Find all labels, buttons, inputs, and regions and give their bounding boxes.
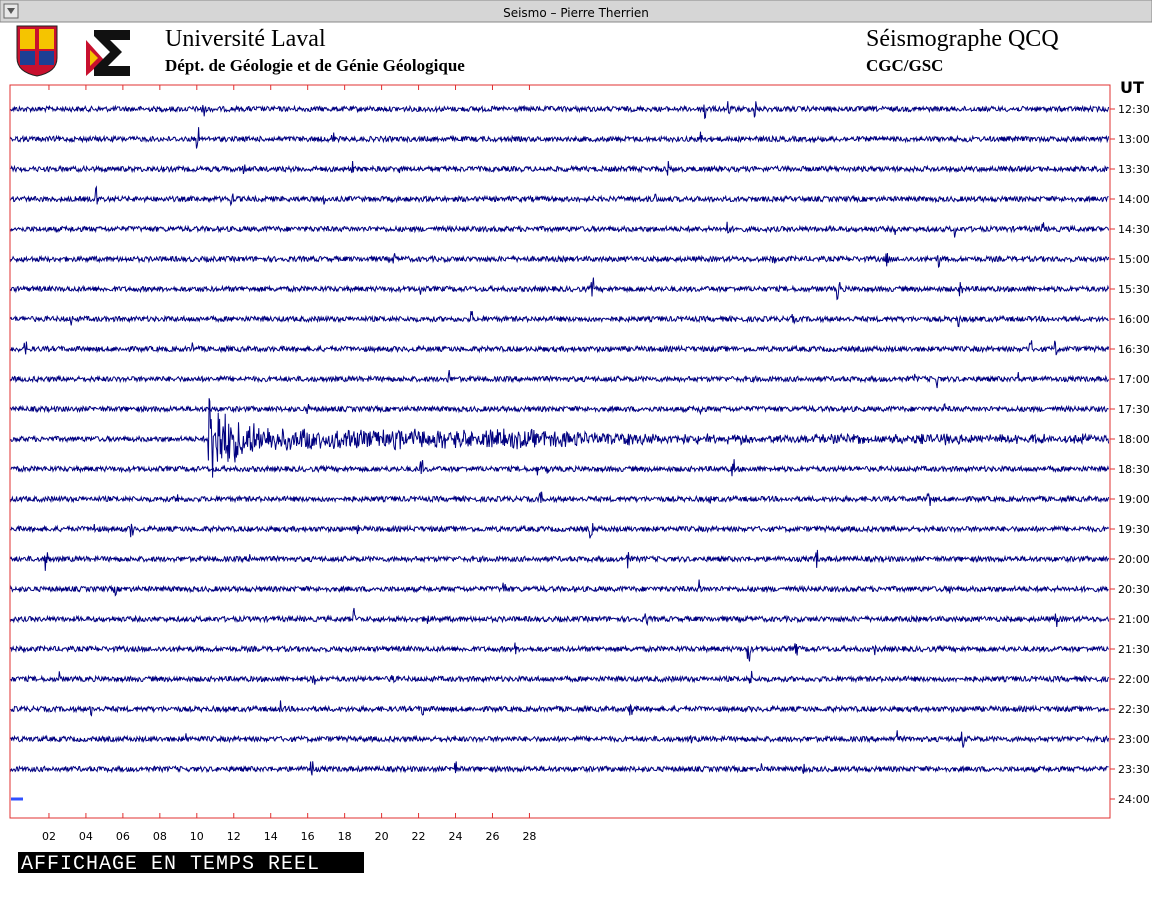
time-label: 22:30 bbox=[1118, 703, 1150, 716]
status-text: AFFICHAGE EN TEMPS REEL bbox=[21, 853, 320, 876]
minute-label: 02 bbox=[42, 830, 56, 843]
trace bbox=[10, 340, 1110, 356]
trace bbox=[10, 607, 1110, 628]
time-label: 15:30 bbox=[1118, 283, 1150, 296]
minute-label: 06 bbox=[116, 830, 130, 843]
time-label: 14:00 bbox=[1118, 193, 1150, 206]
time-label: 19:00 bbox=[1118, 493, 1150, 506]
minute-label: 16 bbox=[301, 830, 315, 843]
minute-label: 26 bbox=[485, 830, 499, 843]
menu-arrow bbox=[7, 8, 15, 14]
trace bbox=[10, 549, 1110, 571]
trace bbox=[10, 398, 1110, 478]
minute-label: 18 bbox=[338, 830, 352, 843]
trace bbox=[10, 523, 1110, 539]
trace bbox=[10, 459, 1110, 477]
time-label: 20:00 bbox=[1118, 553, 1150, 566]
time-label: 21:00 bbox=[1118, 613, 1150, 626]
time-label: 16:30 bbox=[1118, 343, 1150, 356]
time-label: 17:30 bbox=[1118, 403, 1150, 416]
geology-logo bbox=[86, 30, 130, 76]
department-name: Dépt. de Géologie et de Génie Géologique bbox=[165, 56, 465, 75]
minute-label: 10 bbox=[190, 830, 204, 843]
unit-label: UT bbox=[1120, 78, 1144, 97]
window-title: Seismo – Pierre Therrien bbox=[503, 6, 649, 20]
minute-label: 20 bbox=[375, 830, 389, 843]
trace bbox=[10, 221, 1110, 238]
trace bbox=[10, 491, 1110, 506]
time-label: 18:00 bbox=[1118, 433, 1150, 446]
network-name: CGC/GSC bbox=[866, 56, 943, 75]
trace bbox=[10, 252, 1110, 269]
time-label: 22:00 bbox=[1118, 673, 1150, 686]
laval-logo bbox=[16, 25, 58, 77]
time-label: 14:30 bbox=[1118, 223, 1150, 236]
trace bbox=[10, 730, 1110, 748]
time-label: 23:30 bbox=[1118, 763, 1150, 776]
trace bbox=[10, 311, 1109, 328]
trace bbox=[10, 761, 1109, 776]
time-label: 24:00 bbox=[1118, 793, 1150, 806]
trace bbox=[10, 101, 1110, 120]
station-name: Séismographe QCQ bbox=[866, 26, 1059, 52]
time-label: 13:30 bbox=[1118, 163, 1150, 176]
minute-label: 04 bbox=[79, 830, 93, 843]
time-label: 23:00 bbox=[1118, 733, 1150, 746]
minute-label: 28 bbox=[522, 830, 536, 843]
trace bbox=[10, 402, 1109, 416]
minute-label: 12 bbox=[227, 830, 241, 843]
minute-label: 08 bbox=[153, 830, 167, 843]
trace bbox=[10, 160, 1109, 176]
time-label: 17:00 bbox=[1118, 373, 1150, 386]
trace bbox=[10, 579, 1109, 597]
minute-label: 22 bbox=[412, 830, 426, 843]
time-label: 12:30 bbox=[1118, 103, 1150, 116]
minute-label: 14 bbox=[264, 830, 278, 843]
status-bg bbox=[18, 852, 364, 873]
title-bar bbox=[0, 0, 1152, 23]
trace bbox=[10, 127, 1110, 149]
time-label: 15:00 bbox=[1118, 253, 1150, 266]
trace bbox=[10, 277, 1110, 301]
university-name: Université Laval bbox=[165, 26, 326, 52]
plot-frame bbox=[9, 84, 1111, 819]
time-label: 20:30 bbox=[1118, 583, 1150, 596]
time-label: 19:30 bbox=[1118, 523, 1150, 536]
trace bbox=[10, 700, 1110, 717]
time-label: 21:30 bbox=[1118, 643, 1150, 656]
trace bbox=[10, 670, 1110, 685]
trace bbox=[10, 642, 1110, 662]
trace bbox=[10, 370, 1110, 389]
time-label: 18:30 bbox=[1118, 463, 1150, 476]
trace bbox=[10, 185, 1109, 207]
minute-label: 24 bbox=[449, 830, 463, 843]
time-label: 13:00 bbox=[1118, 133, 1150, 146]
time-label: 16:00 bbox=[1118, 313, 1150, 326]
